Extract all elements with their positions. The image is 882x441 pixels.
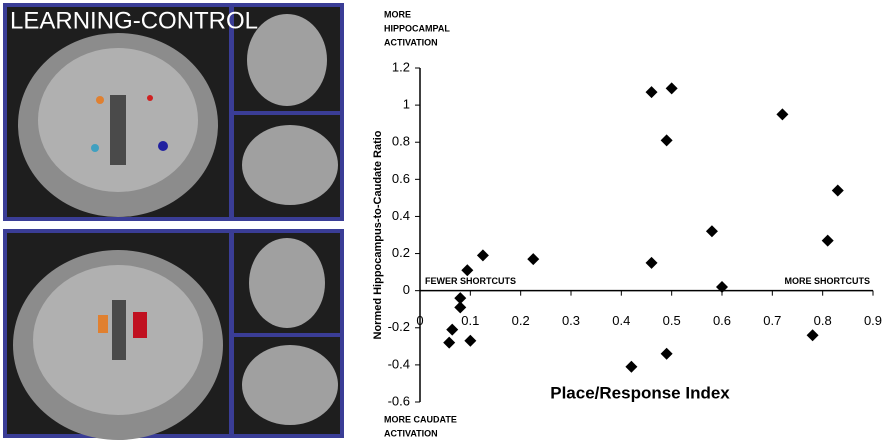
annotation: ACTIVATION	[384, 37, 438, 47]
x-tick-label: 0.3	[562, 313, 580, 328]
x-tick-label: 0.7	[763, 313, 781, 328]
brain	[249, 238, 325, 328]
data-point	[776, 108, 788, 120]
brain	[242, 345, 338, 425]
x-tick-label: 0.5	[663, 313, 681, 328]
activation	[147, 95, 153, 101]
brain-images: LEARNING-CONTROL	[3, 3, 344, 440]
annotation: HIPPOCAMPAL	[384, 23, 450, 33]
data-point	[706, 225, 718, 237]
brain	[247, 14, 327, 106]
annotation: MORE CAUDATE	[384, 414, 457, 424]
y-tick-label: 0.6	[392, 171, 410, 186]
x-tick-label: 0.6	[713, 313, 731, 328]
annotation: MORE SHORTCUTS	[785, 276, 871, 286]
x-tick-label: 0	[416, 313, 423, 328]
data-point	[527, 253, 539, 265]
y-tick-label: 0	[403, 282, 410, 297]
data-point	[661, 348, 673, 360]
activation	[91, 144, 99, 152]
data-point	[832, 184, 844, 196]
y-tick-label: 1	[403, 97, 410, 112]
y-tick-label: 0.2	[392, 245, 410, 260]
data-point	[646, 257, 658, 269]
activation	[133, 312, 147, 338]
activation	[158, 141, 168, 151]
data-point	[464, 335, 476, 347]
x-axis-label: Place/Response Index	[550, 383, 730, 402]
annotation: MORE	[384, 9, 411, 19]
x-tick-label: 0.1	[461, 313, 479, 328]
y-tick-label: -0.2	[388, 319, 410, 334]
activation	[96, 96, 104, 104]
data-point	[477, 249, 489, 261]
ventricle	[112, 300, 126, 360]
y-tick-label: 0.8	[392, 134, 410, 149]
y-tick-label: 0.4	[392, 208, 410, 223]
figure: LEARNING-CONTROL -0.6 -0.4 -0.2 0 0.2 0.4 0.6 0…	[0, 0, 882, 441]
data-point	[461, 264, 473, 276]
data-point	[443, 337, 455, 349]
brain	[242, 125, 338, 205]
data-point	[646, 86, 658, 98]
y-tick-label: -0.4	[388, 356, 410, 371]
y-tick-label: -0.6	[388, 393, 410, 408]
annotation: FEWER SHORTCUTS	[425, 276, 516, 286]
data-point	[661, 134, 673, 146]
x-tick-label: 0.2	[512, 313, 530, 328]
y-tick-label: 1.2	[392, 59, 410, 74]
panel-label: LEARNING-CONTROL	[10, 7, 258, 34]
data-point	[625, 361, 637, 373]
data-point	[822, 235, 834, 247]
data-point	[666, 82, 678, 94]
ventricle	[110, 95, 126, 165]
annotation: ACTIVATION	[384, 428, 438, 438]
x-tick-label: 0.4	[612, 313, 630, 328]
data-point	[807, 329, 819, 341]
y-axis-label: Normed Hippocampus-to-Caudate Ratio	[372, 130, 384, 339]
x-tick-label: 0.8	[814, 313, 832, 328]
data-point	[454, 301, 466, 313]
data-point	[446, 324, 458, 336]
activation	[98, 315, 108, 333]
x-tick-label: 0.9	[864, 313, 882, 328]
